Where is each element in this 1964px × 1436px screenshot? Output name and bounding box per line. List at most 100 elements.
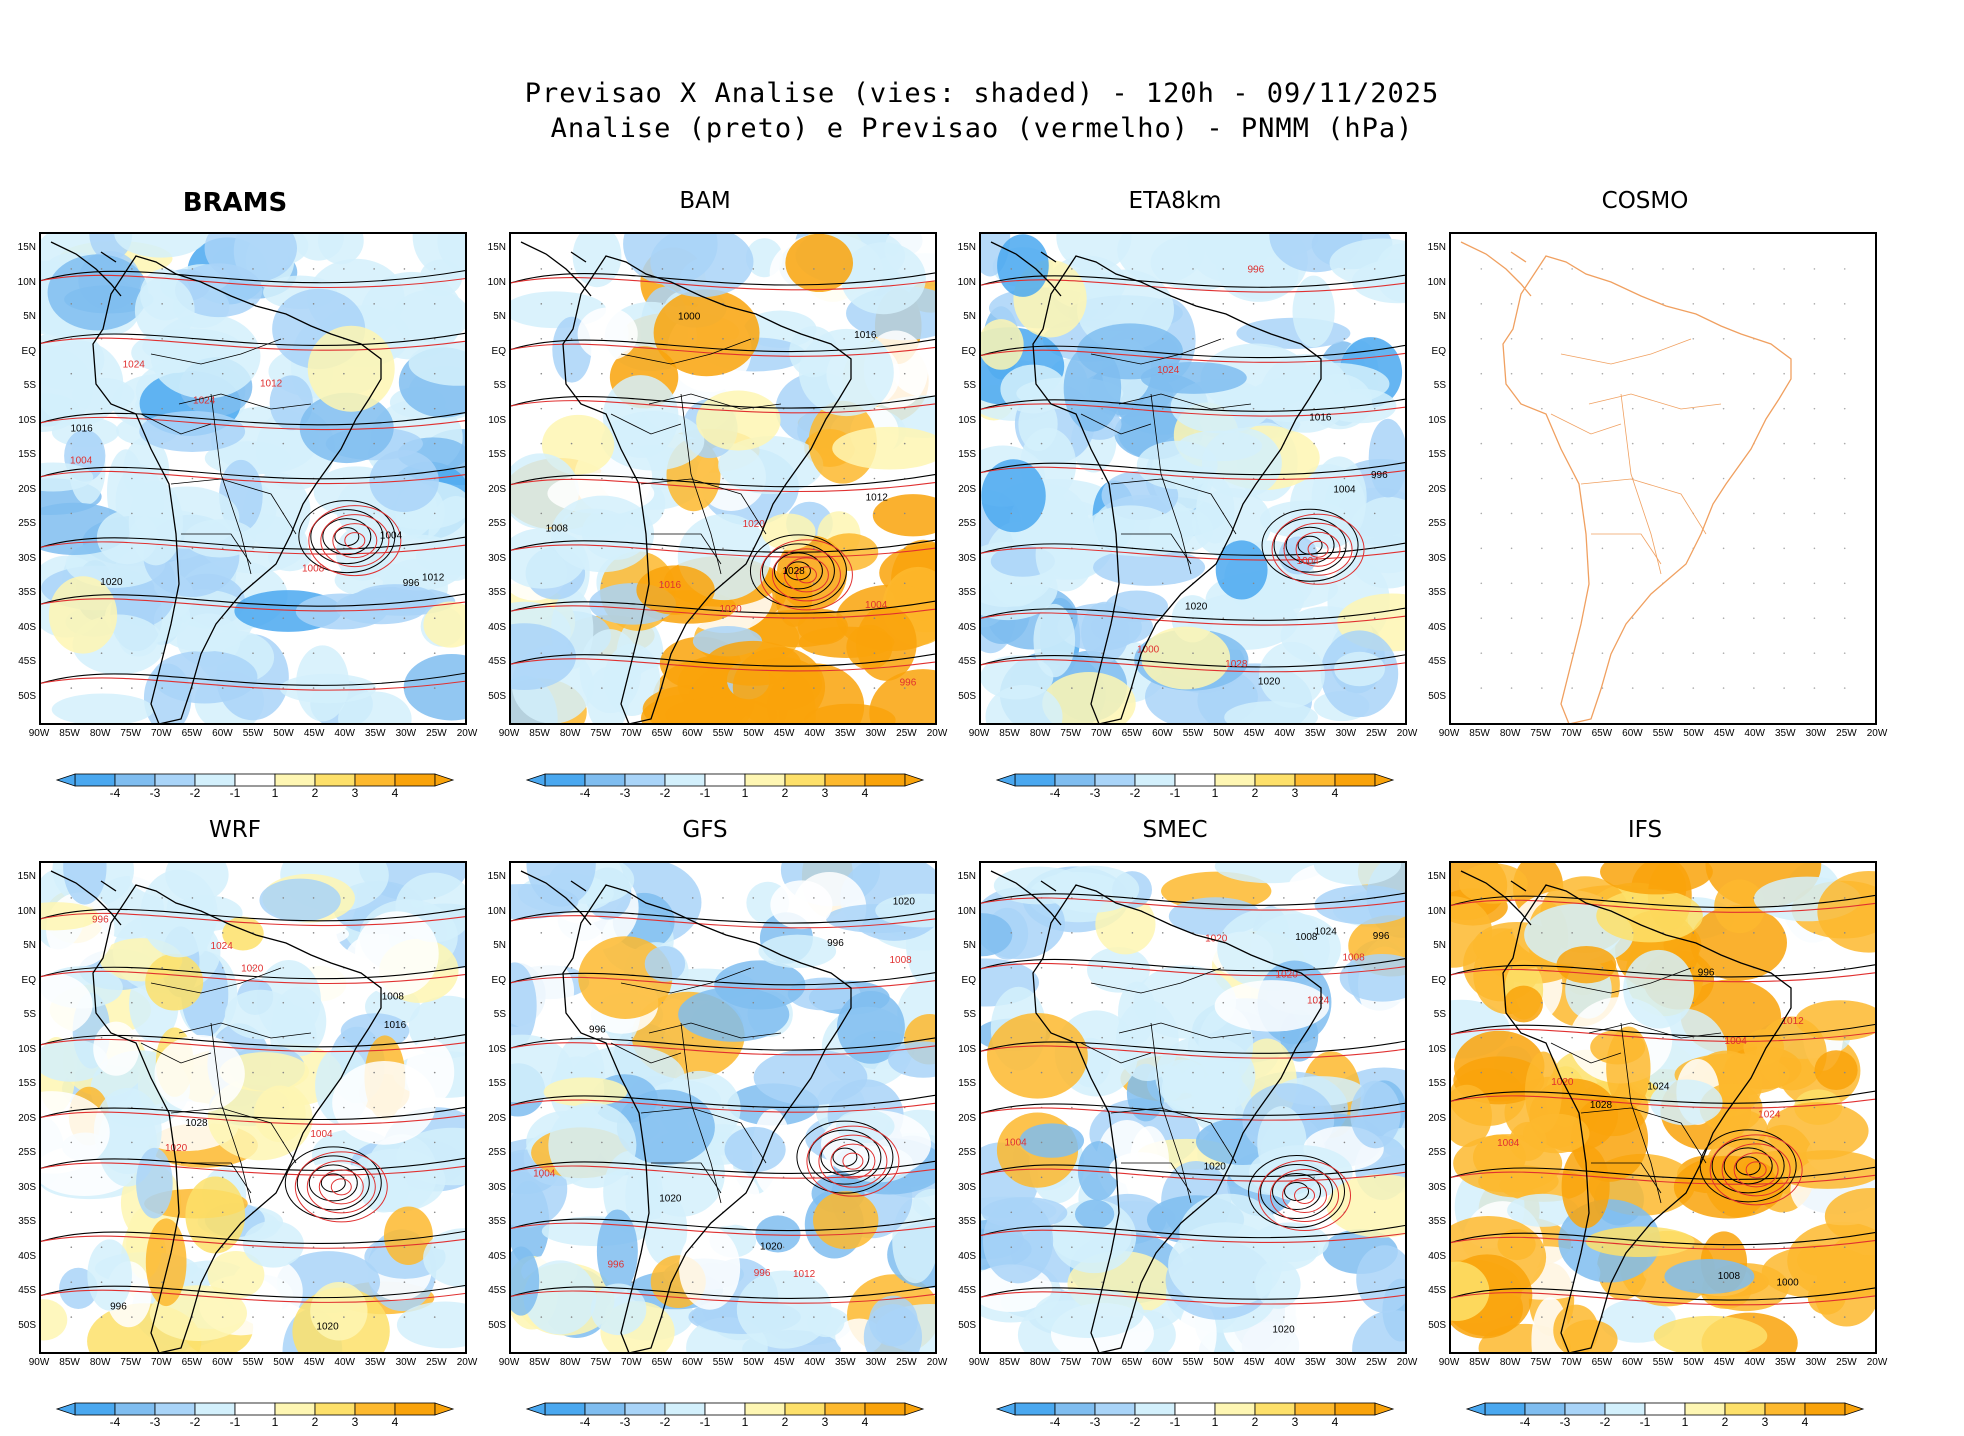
grid-dot (1783, 1036, 1785, 1039)
colorbar-label: -1 (229, 1415, 241, 1429)
isobar-label: 996 (1698, 968, 1715, 979)
grid-dot (1541, 1211, 1543, 1214)
isobar-label: 996 (1371, 470, 1388, 481)
grid-dot (1283, 372, 1285, 375)
grid-dot (131, 1211, 133, 1214)
grid-dot (1040, 1246, 1043, 1249)
lat-tick-label: 10N (17, 905, 36, 917)
grid-dot (343, 303, 345, 305)
grid-dot (1571, 617, 1573, 620)
grid-dot (1753, 897, 1755, 899)
grid-dot (1510, 477, 1513, 480)
isobar-label: 1020 (1258, 676, 1281, 687)
grid-dot (161, 337, 163, 340)
grid-dot (570, 337, 573, 340)
grid-dot (1283, 932, 1285, 934)
low-pressure-contour (1723, 1147, 1773, 1185)
lon-tick-label: 85W (999, 728, 1020, 739)
low-pressure-contour (1711, 1138, 1785, 1194)
grid-dot (252, 512, 254, 515)
grid-dot (1510, 268, 1513, 270)
lat-tick-label: 5N (23, 940, 36, 951)
low-pressure-contour (1273, 517, 1347, 573)
colorbar-label: 1 (271, 786, 279, 800)
bias-cell (819, 533, 879, 571)
forecast-isobar (1451, 1292, 1875, 1306)
bias-cell (981, 913, 1013, 957)
bias-cell (412, 234, 465, 280)
colorbar-swatch (274, 1402, 316, 1416)
grid-dot (752, 337, 755, 340)
grid-dot (570, 687, 573, 689)
grid-dot (1601, 268, 1604, 270)
grid-dot (843, 547, 845, 550)
grid-dot (813, 1316, 815, 1318)
country-border (150, 338, 282, 365)
central-america-coastline (1460, 870, 1532, 926)
lat-tick-label: 25S (1428, 518, 1446, 529)
grid-dot (722, 1176, 724, 1179)
grid-dot (1040, 477, 1043, 480)
grid-dot (1541, 477, 1543, 480)
grid-dot (312, 966, 315, 969)
lat-tick-label: 15S (958, 1078, 976, 1089)
grid-dot (191, 1001, 194, 1004)
grid-dot (1692, 303, 1695, 305)
grid-dot (903, 337, 906, 340)
grid-dot (100, 652, 103, 654)
bias-cell (1179, 1063, 1243, 1099)
grid-dot (752, 1281, 755, 1283)
grid-dot (570, 932, 573, 934)
lat-tick-label: 30S (1428, 1181, 1446, 1193)
grid-dot (1283, 1001, 1285, 1004)
colorbar-swatch (1334, 773, 1376, 787)
grid-dot (1040, 687, 1043, 689)
analysis-isobar (981, 607, 1405, 621)
analysis-isobar (981, 654, 1405, 668)
grid-dot (601, 303, 603, 305)
grid-dot (1040, 1071, 1043, 1074)
grid-dot (221, 897, 224, 899)
analysis-isobar (1451, 1090, 1875, 1104)
grid-dot (1071, 1106, 1073, 1109)
grid-dot (70, 932, 73, 934)
bias-cell (136, 1147, 173, 1219)
grid-dot (722, 1001, 724, 1004)
grid-dot (873, 477, 876, 480)
grid-dot (1071, 1036, 1073, 1039)
lon-tick-label: 55W (712, 1357, 734, 1368)
grid-dot (1692, 407, 1695, 410)
bias-cell (145, 953, 204, 1011)
grid-dot (722, 652, 724, 654)
grid-dot (403, 932, 406, 934)
grid-dot (813, 652, 815, 654)
grid-dot (601, 652, 603, 654)
grid-dot (1601, 1106, 1604, 1109)
grid-dot (601, 1281, 603, 1283)
isobar-label: 1008 (1295, 932, 1318, 943)
grid-dot (570, 617, 573, 620)
colorbar-label: 3 (351, 1415, 359, 1429)
grid-dot (570, 1036, 573, 1039)
grid-dot (221, 1036, 224, 1039)
grid-dot (813, 1036, 815, 1039)
colorbar-label: 4 (1331, 1415, 1339, 1429)
grid-dot (1662, 547, 1664, 550)
grid-dot (1571, 372, 1573, 375)
grid-dot (373, 932, 375, 934)
lon-tick-label: 25W (426, 1357, 447, 1368)
grid-dot (661, 1001, 664, 1004)
low-pressure-contour-forecast (1270, 1169, 1340, 1223)
colorbar-swatch (1054, 1402, 1096, 1416)
grid-dot (282, 1001, 285, 1004)
colorbar-swatch (824, 1402, 866, 1416)
lon-tick-label: 20W (456, 1357, 478, 1368)
grid-dot (782, 512, 785, 515)
grid-dot (843, 337, 845, 340)
grid-dot (873, 1211, 876, 1214)
lon-tick-label: 40W (334, 1357, 355, 1368)
grid-dot (873, 1316, 876, 1318)
grid-dot (1631, 932, 1634, 934)
lat-tick-label: 50S (958, 690, 976, 702)
